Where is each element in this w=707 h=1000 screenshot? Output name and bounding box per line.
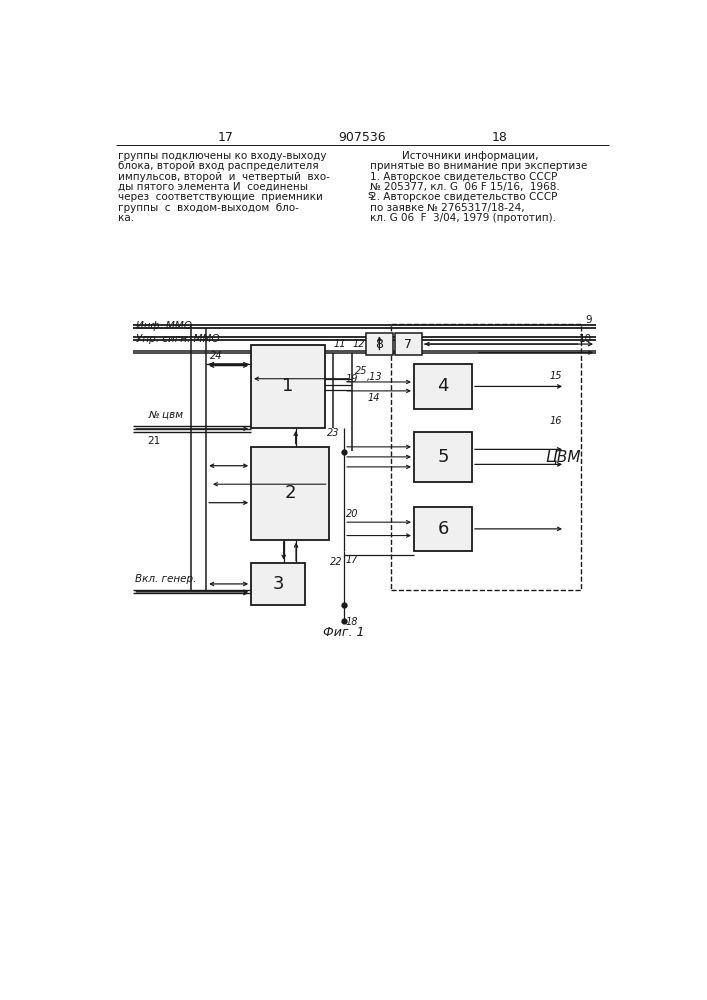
Text: по заявке № 2765317/18-24,: по заявке № 2765317/18-24, (370, 203, 525, 213)
Text: 2. Авторское свидетельство СССР: 2. Авторское свидетельство СССР (370, 192, 557, 202)
Bar (366, 333, 393, 355)
Text: 24: 24 (210, 351, 223, 361)
Text: 20: 20 (346, 509, 358, 519)
Text: 16: 16 (549, 416, 562, 426)
Text: s: s (368, 190, 373, 200)
Text: Источники информации,: Источники информации, (402, 151, 539, 161)
Text: 17: 17 (346, 555, 358, 565)
Text: импульсов, второй  и  четвертый  вхо-: импульсов, второй и четвертый вхо- (118, 172, 329, 182)
Text: 1. Авторское свидетельство СССР: 1. Авторское свидетельство СССР (370, 172, 557, 182)
Text: 3: 3 (272, 575, 284, 593)
Text: 5: 5 (437, 448, 449, 466)
Bar (251, 563, 305, 605)
Text: 19: 19 (346, 374, 358, 384)
Text: 12: 12 (353, 339, 365, 349)
Text: 11: 11 (333, 339, 346, 349)
Text: № 205377, кл. G  06 F 15/16,  1968.: № 205377, кл. G 06 F 15/16, 1968. (370, 182, 559, 192)
Text: 4: 4 (437, 377, 449, 395)
Text: Инф. ММО: Инф. ММО (136, 321, 192, 331)
Text: 18: 18 (491, 131, 507, 144)
Text: ка.: ка. (118, 213, 134, 223)
Text: ЦВМ: ЦВМ (546, 449, 581, 464)
Text: 15: 15 (549, 371, 562, 381)
Text: ,13: ,13 (368, 372, 383, 382)
Text: через  соответствующие  приемники: через соответствующие приемники (118, 192, 322, 202)
Text: Упр. сигн. ММО: Упр. сигн. ММО (136, 334, 219, 344)
Text: 907536: 907536 (338, 131, 386, 144)
Text: группы подключены ко входу-выходу: группы подключены ко входу-выходу (118, 151, 327, 161)
Text: 2: 2 (284, 484, 296, 502)
Text: 10: 10 (579, 334, 592, 344)
Text: 8: 8 (375, 338, 383, 351)
Text: Фиг. 1: Фиг. 1 (323, 626, 365, 639)
Text: 6: 6 (437, 520, 449, 538)
Bar (414, 432, 472, 482)
Text: № цвм: № цвм (148, 410, 183, 420)
Text: кл. G 06  F  3/04, 1979 (прототип).: кл. G 06 F 3/04, 1979 (прототип). (370, 213, 556, 223)
Text: 25: 25 (355, 366, 368, 376)
Text: ды пятого элемента И  соединены: ды пятого элемента И соединены (118, 182, 308, 192)
Text: 17: 17 (218, 131, 233, 144)
Bar (414, 507, 472, 551)
Bar (251, 345, 325, 428)
Text: 7: 7 (404, 338, 412, 351)
Text: принятые во внимание при экспертизе: принятые во внимание при экспертизе (370, 161, 587, 171)
Bar (251, 447, 329, 540)
Text: 18: 18 (346, 617, 358, 627)
Bar (395, 333, 421, 355)
Bar (414, 364, 472, 409)
Text: 1: 1 (282, 377, 293, 395)
Text: Вкл. генер.: Вкл. генер. (135, 574, 197, 584)
Text: 21: 21 (148, 436, 161, 446)
Text: группы  с  входом-выходом  бло-: группы с входом-выходом бло- (118, 203, 298, 213)
Text: 14: 14 (368, 393, 380, 403)
Text: блока, второй вход распределителя: блока, второй вход распределителя (118, 161, 318, 171)
Text: 23: 23 (327, 428, 339, 438)
Text: 9: 9 (585, 315, 592, 325)
Bar (391, 324, 580, 590)
Text: 22: 22 (330, 557, 343, 567)
